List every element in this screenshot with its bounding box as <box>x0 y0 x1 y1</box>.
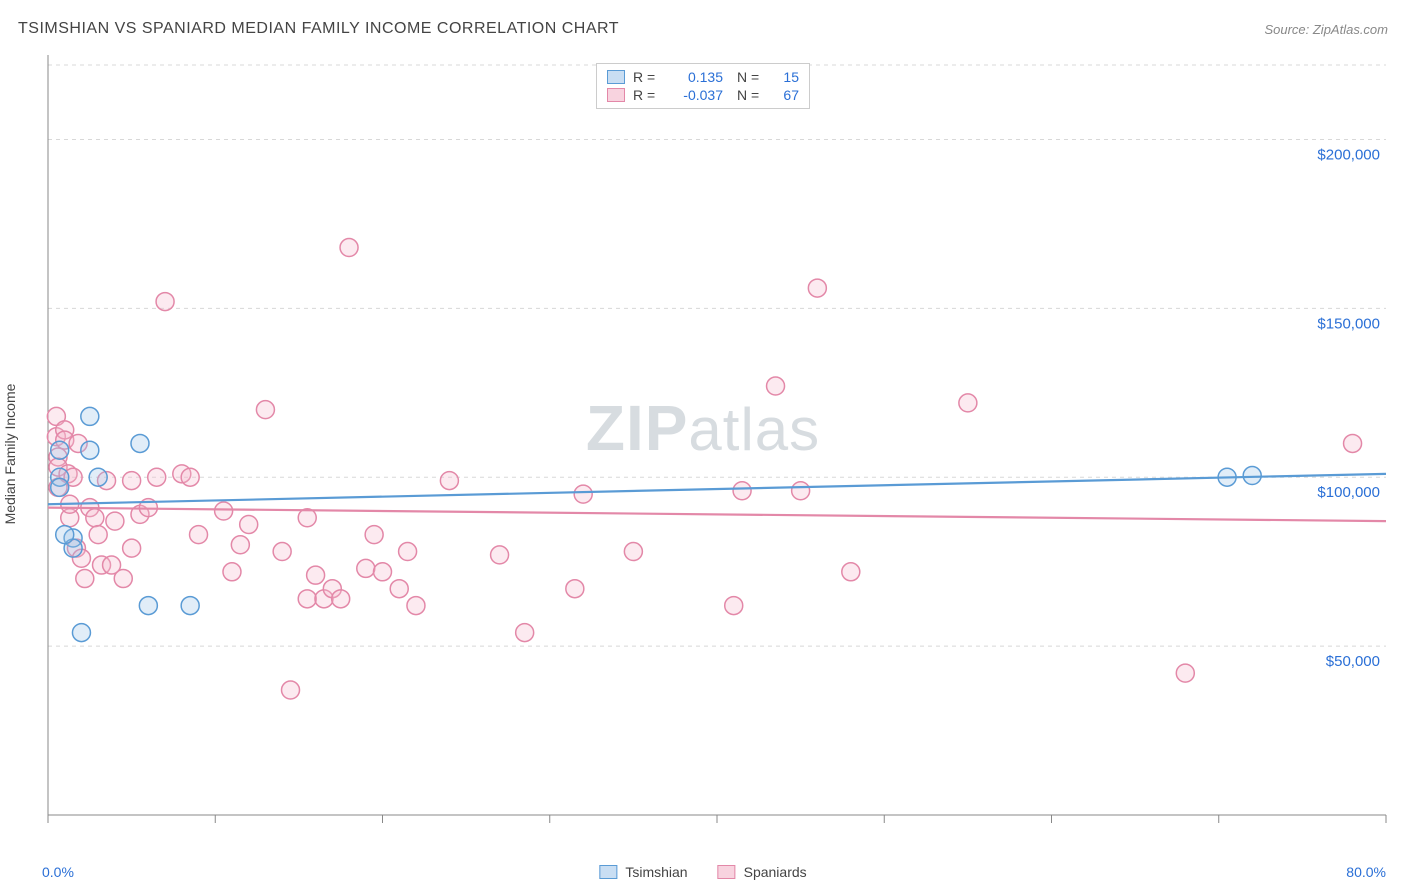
data-point <box>86 509 104 527</box>
data-point <box>357 559 375 577</box>
data-point <box>298 590 316 608</box>
data-point <box>282 681 300 699</box>
data-point <box>407 597 425 615</box>
data-point <box>131 434 149 452</box>
scatter-chart: $50,000 $100,000 $150,000 $200,000 <box>0 0 1406 892</box>
data-point <box>725 597 743 615</box>
data-point <box>156 293 174 311</box>
data-point <box>76 570 94 588</box>
data-point <box>842 563 860 581</box>
data-point <box>374 563 392 581</box>
data-point <box>340 239 358 257</box>
legend-row-tsimshian: R = 0.135 N = 15 <box>607 68 799 86</box>
data-point <box>256 401 274 419</box>
data-point <box>123 539 141 557</box>
data-point <box>273 543 291 561</box>
data-point <box>181 597 199 615</box>
data-point <box>440 472 458 490</box>
correlation-legend: R = 0.135 N = 15 R = -0.037 N = 67 <box>596 63 810 109</box>
r-label: R = <box>633 69 661 85</box>
data-point <box>51 441 69 459</box>
data-point <box>1344 434 1362 452</box>
swatch-icon <box>718 865 736 879</box>
r-value: -0.037 <box>669 87 729 103</box>
n-label: N = <box>737 87 765 103</box>
swatch-icon <box>607 70 625 84</box>
legend-row-spaniards: R = -0.037 N = 67 <box>607 86 799 104</box>
data-point <box>298 509 316 527</box>
data-point <box>1243 467 1261 485</box>
data-point <box>792 482 810 500</box>
data-point <box>808 279 826 297</box>
data-point <box>56 526 74 544</box>
data-point <box>190 526 208 544</box>
trend-line <box>48 474 1386 504</box>
data-point <box>767 377 785 395</box>
data-point <box>491 546 509 564</box>
data-point <box>51 478 69 496</box>
data-point <box>215 502 233 520</box>
data-point <box>181 468 199 486</box>
data-point <box>624 543 642 561</box>
legend-label: Tsimshian <box>625 864 687 880</box>
legend-item-spaniards: Spaniards <box>718 864 807 880</box>
n-value: 67 <box>773 87 799 103</box>
data-point <box>516 624 534 642</box>
legend-label: Spaniards <box>744 864 807 880</box>
data-point <box>89 468 107 486</box>
y-tick-label: $100,000 <box>1317 484 1380 501</box>
data-point <box>1176 664 1194 682</box>
data-point <box>390 580 408 598</box>
data-point <box>72 624 90 642</box>
n-value: 15 <box>773 69 799 85</box>
data-point <box>148 468 166 486</box>
x-axis-max-label: 80.0% <box>1346 864 1386 880</box>
data-point <box>307 566 325 584</box>
data-point <box>106 512 124 530</box>
data-point <box>123 472 141 490</box>
data-point <box>399 543 417 561</box>
data-point <box>332 590 350 608</box>
series-legend: Tsimshian Spaniards <box>599 864 806 880</box>
data-point <box>959 394 977 412</box>
data-point <box>365 526 383 544</box>
y-tick-label: $50,000 <box>1326 653 1380 670</box>
y-tick-label: $150,000 <box>1317 315 1380 332</box>
data-point <box>81 407 99 425</box>
swatch-icon <box>607 88 625 102</box>
data-point <box>733 482 751 500</box>
data-point <box>231 536 249 554</box>
swatch-icon <box>599 865 617 879</box>
data-point <box>81 441 99 459</box>
x-axis-min-label: 0.0% <box>42 864 74 880</box>
y-tick-label: $200,000 <box>1317 146 1380 163</box>
data-point <box>574 485 592 503</box>
data-point <box>89 526 107 544</box>
data-point <box>139 597 157 615</box>
data-point <box>240 516 258 534</box>
legend-item-tsimshian: Tsimshian <box>599 864 687 880</box>
r-value: 0.135 <box>669 69 729 85</box>
r-label: R = <box>633 87 661 103</box>
n-label: N = <box>737 69 765 85</box>
data-point <box>223 563 241 581</box>
data-point <box>114 570 132 588</box>
data-point <box>566 580 584 598</box>
